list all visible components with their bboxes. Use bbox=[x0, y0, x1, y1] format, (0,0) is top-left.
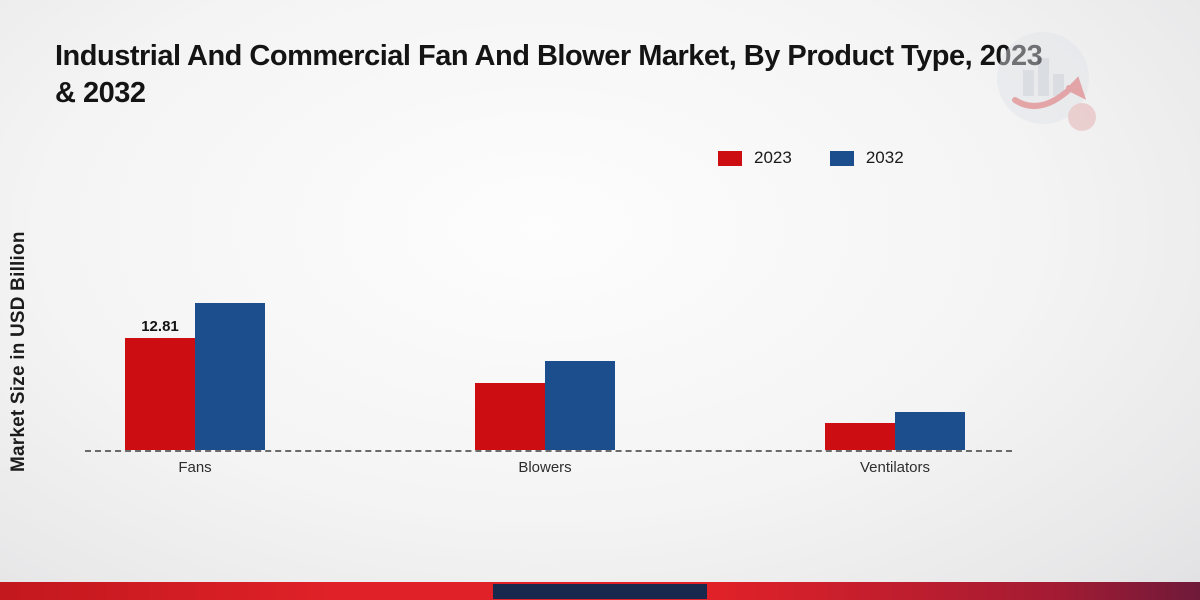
legend-item-2032: 2032 bbox=[829, 148, 904, 168]
bar-fans-2032 bbox=[195, 303, 265, 450]
bar-blowers-2032 bbox=[545, 360, 615, 450]
legend-label-2032: 2032 bbox=[865, 148, 904, 167]
legend-swatch-2032 bbox=[829, 150, 854, 166]
tick-label-ventilators: Ventilators bbox=[859, 459, 931, 476]
legend-item-2023: 2023 bbox=[718, 148, 792, 168]
x-axis-baseline bbox=[85, 450, 1012, 452]
watermark-logo-icon bbox=[997, 32, 1096, 131]
chart-title: Industrial And Commercial Fan And Blower… bbox=[55, 40, 1043, 110]
footer-logo-box bbox=[493, 584, 707, 599]
bar-blowers-2023 bbox=[475, 382, 545, 450]
bar-ventilators-2032 bbox=[895, 411, 965, 450]
legend: 2023 2032 bbox=[718, 148, 904, 168]
legend-label-2023: 2023 bbox=[754, 148, 792, 167]
tick-label-fans: Fans bbox=[178, 459, 212, 476]
bar-fans-2023 bbox=[125, 337, 195, 450]
tick-label-blowers: Blowers bbox=[518, 459, 572, 476]
bar-ventilators-2023 bbox=[825, 422, 895, 450]
bar-value-label: 12.81 bbox=[141, 318, 179, 335]
y-axis-label: Market Size in USD Billion bbox=[8, 231, 29, 473]
footer-accent-bar bbox=[0, 582, 1200, 600]
legend-swatch-2023 bbox=[718, 150, 742, 166]
